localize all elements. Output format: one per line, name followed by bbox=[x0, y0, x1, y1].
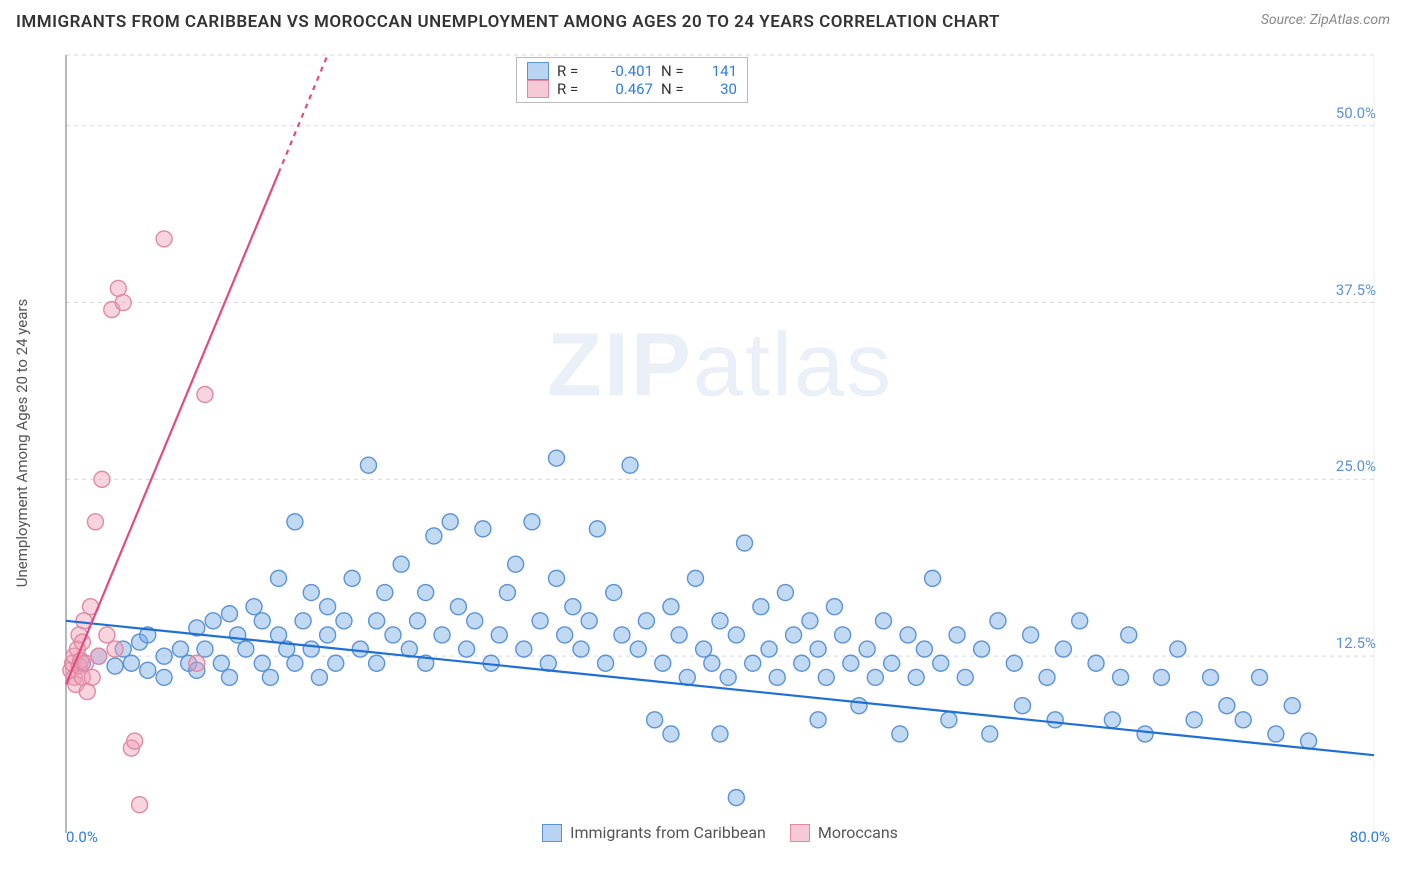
legend-item-2: Moroccans bbox=[790, 823, 898, 842]
legend-swatch-1 bbox=[542, 824, 562, 842]
y-axis-label: Unemployment Among Ages 20 to 24 years bbox=[13, 298, 31, 586]
swatch-series-1 bbox=[527, 62, 549, 80]
y-tick-label: 37.5% bbox=[1336, 281, 1376, 299]
stats-row-1: R = -0.401 N = 141 bbox=[527, 62, 737, 80]
legend-swatch-2 bbox=[790, 824, 810, 842]
legend-item-1: Immigrants from Caribbean bbox=[542, 823, 766, 842]
source-label: Source: ZipAtlas.com bbox=[1261, 12, 1390, 28]
y-tick-label: 12.5% bbox=[1336, 634, 1376, 652]
chart-title: IMMIGRANTS FROM CARIBBEAN VS MOROCCAN UN… bbox=[16, 12, 1000, 32]
scatter-svg bbox=[66, 55, 1374, 833]
series-legend: Immigrants from Caribbean Moroccans bbox=[542, 823, 898, 842]
y-tick-label: 25.0% bbox=[1336, 457, 1376, 475]
x-axis-min: 0.0% bbox=[66, 828, 98, 846]
correlation-chart: Unemployment Among Ages 20 to 24 years Z… bbox=[50, 45, 1390, 840]
stats-row-2: R = 0.467 N = 30 bbox=[527, 80, 737, 98]
stats-legend: R = -0.401 N = 141 R = 0.467 N = 30 bbox=[516, 57, 748, 103]
header-bar: IMMIGRANTS FROM CARIBBEAN VS MOROCCAN UN… bbox=[16, 12, 1390, 32]
y-tick-label: 50.0% bbox=[1336, 104, 1376, 122]
x-axis-max: 80.0% bbox=[1350, 828, 1390, 846]
plot-area: ZIPatlas 12.5%25.0%37.5%50.0% R = -0.401… bbox=[66, 55, 1374, 833]
swatch-series-2 bbox=[527, 80, 549, 98]
bottom-bar: 0.0% Immigrants from Caribbean Moroccans… bbox=[50, 823, 1390, 842]
